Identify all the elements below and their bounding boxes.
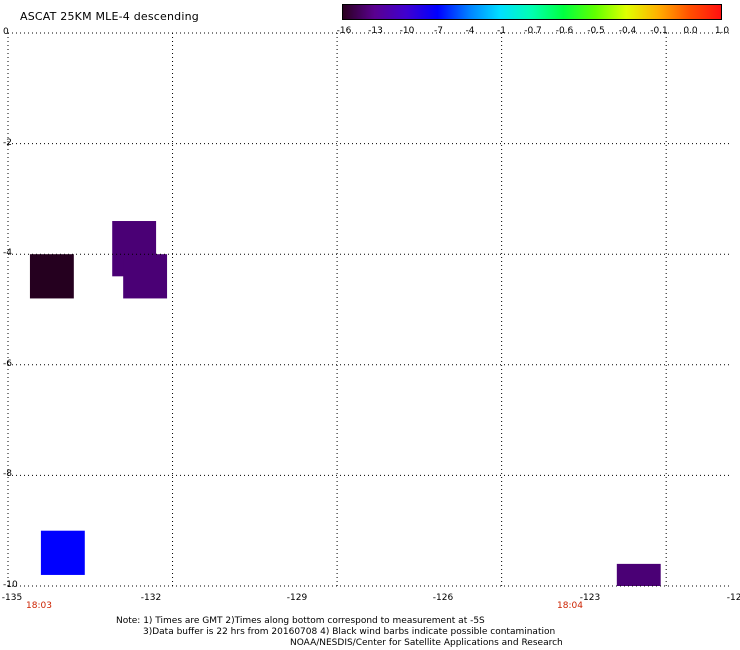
note-line-3: NOAA/NESDIS/Center for Satellite Applica… bbox=[290, 638, 563, 648]
note-line-2: 3)Data buffer is 22 hrs from 20160708 4)… bbox=[143, 627, 556, 637]
x-tick-label: -123 bbox=[579, 593, 601, 603]
colorbar-label: -16 bbox=[336, 26, 352, 36]
colorbar-label: -0.5 bbox=[587, 26, 605, 36]
colorbar bbox=[342, 4, 722, 20]
map-title: ASCAT 25KM MLE-4 descending bbox=[20, 10, 199, 23]
colorbar-label: -0.7 bbox=[524, 26, 542, 36]
y-tick-label: -6 bbox=[3, 358, 12, 369]
x-tick-label: -124 bbox=[726, 593, 740, 603]
colorbar-labels: -16 -13 -10 -7 -4 -1 -0.7 -0.6 -0.5 -0.4 -0.1 0.0 1.… bbox=[330, 26, 740, 38]
wind-cell bbox=[29, 254, 74, 299]
time-label: 18:04 bbox=[557, 601, 583, 611]
y-tick-label: -8 bbox=[3, 469, 12, 480]
note-line-1: Note: 1) Times are GMT 2)Times along bot… bbox=[116, 616, 485, 626]
x-tick-label: -132 bbox=[140, 593, 162, 603]
colorbar-label: 0.0 bbox=[683, 26, 698, 36]
colorbar-label: -7 bbox=[434, 26, 443, 36]
x-tick-label: -135 bbox=[1, 593, 23, 603]
x-tick-label: -129 bbox=[286, 593, 308, 603]
colorbar-label: -10 bbox=[399, 26, 415, 36]
colorbar-label: 1.0 bbox=[714, 26, 730, 36]
colorbar-label: -1 bbox=[497, 26, 506, 36]
y-tick-label: 0 bbox=[3, 27, 9, 37]
x-tick-label: -126 bbox=[432, 593, 454, 603]
y-tick-label: -4 bbox=[3, 248, 12, 259]
colorbar-label: -0.4 bbox=[618, 26, 637, 36]
wind-cell bbox=[123, 254, 168, 299]
time-label: 18:03 bbox=[26, 601, 52, 611]
colorbar-label: -4 bbox=[465, 26, 475, 36]
y-tick-label: -2 bbox=[3, 137, 12, 148]
wind-cell bbox=[40, 530, 85, 575]
y-tick-label: -10 bbox=[3, 580, 18, 590]
wind-cell bbox=[616, 563, 661, 586]
colorbar-label: -13 bbox=[368, 26, 383, 36]
colorbar-label: -0.1 bbox=[650, 26, 668, 36]
colorbar-label: -0.6 bbox=[555, 26, 574, 36]
